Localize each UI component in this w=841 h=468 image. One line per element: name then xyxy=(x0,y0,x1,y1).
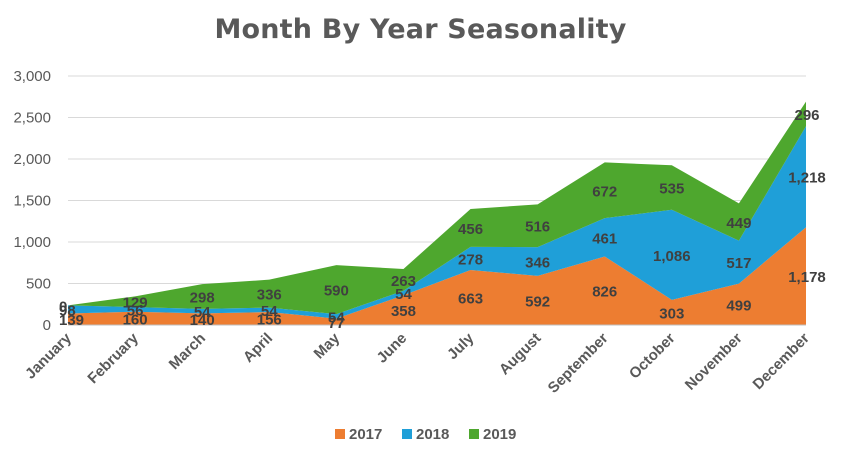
data-label-2019: 129 xyxy=(123,295,148,312)
area-series-2019 xyxy=(68,101,806,315)
y-tick-label: 2,000 xyxy=(13,151,51,168)
legend-label: 2018 xyxy=(416,426,449,443)
legend-label: 2017 xyxy=(349,426,382,443)
legend-swatch xyxy=(335,429,345,439)
x-tick-label: May xyxy=(311,329,344,362)
data-label-2017: 160 xyxy=(123,311,148,328)
legend-swatch xyxy=(402,429,412,439)
data-label-2019: 590 xyxy=(324,283,349,300)
area-series-2017 xyxy=(68,227,806,325)
data-label-2018: 54 xyxy=(261,303,278,320)
data-label-2017: 826 xyxy=(592,284,617,301)
x-tick-label: October xyxy=(626,330,679,383)
data-label-2017: 156 xyxy=(257,312,282,329)
y-tick-label: 1,000 xyxy=(13,234,51,251)
data-label-2019: 672 xyxy=(592,183,617,200)
data-label-2017: 499 xyxy=(726,297,751,314)
data-label-2017: 358 xyxy=(391,303,416,320)
x-tick-label: April xyxy=(240,330,276,366)
data-label-2017: 1,178 xyxy=(788,269,826,286)
data-label-2018: 517 xyxy=(726,255,751,272)
y-tick-label: 3,000 xyxy=(13,68,51,85)
y-tick-label: 0 xyxy=(43,317,51,334)
data-label-2017: 592 xyxy=(525,293,550,310)
data-label-2017: 139 xyxy=(59,312,84,329)
data-label-2018: 1,086 xyxy=(653,248,691,265)
data-label-2019: 296 xyxy=(794,107,819,124)
data-label-2018: 54 xyxy=(395,286,412,303)
data-label-2019: 0 xyxy=(59,298,67,315)
x-tick-label: January xyxy=(22,329,75,382)
data-label-2018: 346 xyxy=(525,255,550,272)
data-label-2019: 535 xyxy=(659,181,684,198)
x-tick-label: November xyxy=(682,330,746,394)
data-label-2019: 263 xyxy=(391,273,416,290)
data-label-2018: 278 xyxy=(458,251,483,268)
data-label-2017: 303 xyxy=(659,305,684,322)
chart-title: Month By Year Seasonality xyxy=(214,14,627,45)
data-label-2017: 140 xyxy=(190,312,215,329)
data-label-2017: 663 xyxy=(458,290,483,307)
data-label-2018: 461 xyxy=(592,230,617,247)
data-label-2018: 54 xyxy=(328,309,345,326)
x-tick-label: February xyxy=(85,329,143,387)
data-label-2019: 298 xyxy=(190,290,215,307)
data-label-2019: 456 xyxy=(458,221,483,238)
data-label-2019: 516 xyxy=(525,219,550,236)
data-label-2019: 336 xyxy=(257,287,282,304)
x-tick-label: March xyxy=(166,330,209,373)
data-label-2019: 449 xyxy=(726,215,751,232)
y-tick-label: 500 xyxy=(26,276,51,293)
legend-swatch xyxy=(469,429,479,439)
data-label-2018: 54 xyxy=(194,304,211,321)
data-label-2018: 56 xyxy=(127,302,144,319)
y-tick-label: 1,500 xyxy=(13,193,51,210)
data-label-2018: 98 xyxy=(59,302,76,319)
area-series-2018 xyxy=(68,126,806,319)
legend-label: 2019 xyxy=(483,426,516,443)
data-label-2018: 1,218 xyxy=(788,170,826,187)
x-tick-label: August xyxy=(496,330,545,379)
data-label-2017: 77 xyxy=(328,315,345,332)
x-tick-label: September xyxy=(545,330,612,397)
x-tick-label: June xyxy=(374,330,411,367)
x-tick-label: July xyxy=(444,329,478,363)
x-tick-label: December xyxy=(750,330,813,393)
y-tick-label: 2,500 xyxy=(13,110,51,127)
